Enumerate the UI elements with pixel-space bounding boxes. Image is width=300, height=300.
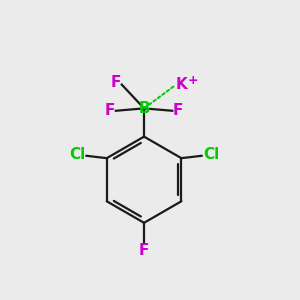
Text: Cl: Cl [69,147,85,162]
Text: B: B [138,101,150,116]
Text: K: K [175,76,187,92]
Text: F: F [139,243,149,258]
Text: F: F [111,75,121,90]
Text: F: F [105,103,115,118]
Text: Cl: Cl [203,147,219,162]
Text: F: F [173,103,183,118]
Text: +: + [187,74,198,87]
